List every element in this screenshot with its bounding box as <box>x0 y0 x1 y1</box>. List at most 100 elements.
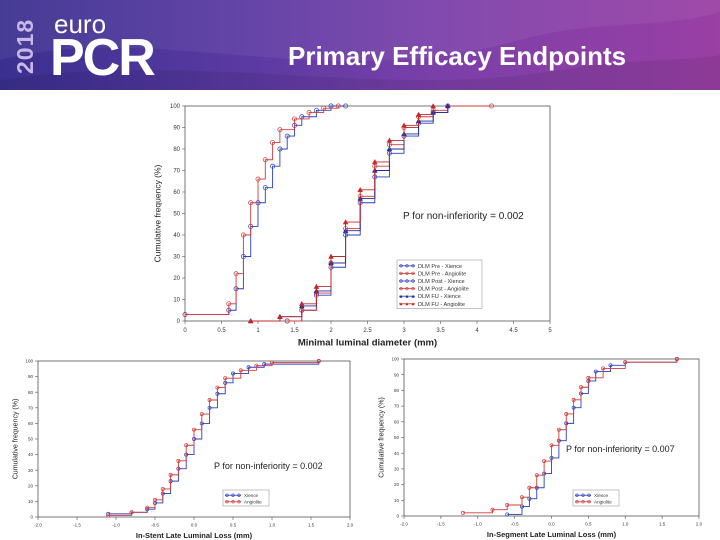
x-tick-label: 1.0 <box>622 522 629 527</box>
data-point <box>270 140 276 146</box>
x-tick-label: -1.0 <box>112 523 120 528</box>
x-tick-label: 0.0 <box>191 523 198 528</box>
data-point <box>586 375 591 380</box>
legend-item: DLM Post - Xience <box>399 279 465 285</box>
x-tick-label: -1.5 <box>73 523 81 528</box>
data-point <box>223 376 228 381</box>
x-tick-label: 4.5 <box>509 328 518 334</box>
series-line <box>185 105 346 315</box>
y-tick-label: 10 <box>394 498 400 503</box>
legend-marker <box>411 279 415 283</box>
data-point <box>246 365 251 370</box>
y-tick-label: 70 <box>28 405 34 410</box>
x-tick-label: 0 <box>183 328 187 334</box>
y-axis-label: Cumulative frequency (%) <box>152 164 162 262</box>
data-point <box>564 412 569 416</box>
legend-item: Angiolite <box>575 499 612 504</box>
y-tick-label: 30 <box>173 255 180 261</box>
y-tick-label: 20 <box>394 482 400 487</box>
data-point <box>270 163 276 169</box>
y-tick-label: 90 <box>173 126 180 132</box>
chart-svg-top: 0 0.5 1 1.5 2 2.5 3 3.5 4 4.5 50102030405060708090… <box>152 103 552 349</box>
legend-marker <box>405 264 409 268</box>
legend-marker <box>231 493 235 497</box>
series-dlm-pre-xience <box>182 103 349 317</box>
data-point <box>415 111 422 117</box>
x-tick-label: -1.0 <box>474 522 482 527</box>
legend-marker <box>399 264 403 268</box>
y-tick-label: 60 <box>394 419 400 424</box>
legend-marker <box>399 287 403 291</box>
data-point <box>321 105 327 111</box>
legend-marker <box>225 500 229 504</box>
y-tick-label: 40 <box>173 233 180 239</box>
y-tick-label: 100 <box>391 357 399 362</box>
y-tick-label: 80 <box>28 390 34 395</box>
legend-marker <box>587 500 591 504</box>
data-point <box>106 513 111 518</box>
data-point <box>542 459 547 464</box>
data-point <box>277 127 283 133</box>
x-tick-label: 2.0 <box>347 523 354 528</box>
x-tick-label: 2.0 <box>696 522 703 527</box>
legend-label: DLM Post - Xience <box>418 279 465 285</box>
y-tick-label: 30 <box>28 468 34 473</box>
y-tick-label: 20 <box>173 276 180 282</box>
legend-label: DLM FU - Xience <box>418 294 461 300</box>
legend-marker <box>581 500 585 504</box>
legend-marker <box>411 271 415 275</box>
x-tick-label: 1 <box>256 328 260 334</box>
legend-marker <box>575 500 579 504</box>
data-point <box>593 369 598 374</box>
series-line <box>185 106 339 315</box>
data-point <box>231 371 235 376</box>
x-tick-label: 2 <box>329 328 333 334</box>
data-point <box>129 510 134 515</box>
legend-marker <box>231 500 235 504</box>
series-dlm-fu-angiolite <box>247 103 437 324</box>
x-axis-label: In-Stent Late Luminal Loss (mm) <box>136 531 253 540</box>
y-tick-label: 60 <box>28 421 34 426</box>
data-point <box>401 122 407 128</box>
y-tick-label: 10 <box>173 298 180 304</box>
legend-marker <box>575 493 579 497</box>
legend-marker <box>411 302 415 306</box>
legend-label: Angiolite <box>594 499 612 504</box>
data-point <box>623 360 628 365</box>
series-line <box>463 359 678 514</box>
legend-label: Angiolite <box>244 499 262 504</box>
x-tick-label: -0.5 <box>151 523 159 528</box>
y-tick-label: 0 <box>396 514 399 519</box>
data-point <box>277 313 283 319</box>
data-point <box>270 360 274 365</box>
x-tick-label: -0.5 <box>511 522 519 527</box>
y-tick-label: 100 <box>25 359 33 364</box>
data-point <box>240 232 246 238</box>
data-point <box>298 300 305 307</box>
legend-marker <box>405 279 409 283</box>
logo-euro-text: euro <box>54 9 107 39</box>
data-point <box>316 359 321 363</box>
y-axis-label: Cumulative frequency (%) <box>12 399 19 480</box>
data-point <box>571 397 576 402</box>
y-tick-label: 80 <box>394 388 400 393</box>
x-tick-label: 2.5 <box>363 328 372 334</box>
data-point <box>505 512 510 517</box>
legend-marker <box>581 493 585 497</box>
chart-in-segment-late-loss: -2.0 -1.5 -1.0 -0.5 0.0 0.5 1.0 1.5 2.0 0 10 20 30 40… <box>377 352 720 540</box>
data-point <box>284 133 290 139</box>
data-point <box>505 503 510 507</box>
data-point <box>248 200 254 206</box>
data-point <box>461 510 465 515</box>
chart-minimal-luminal-diameter: 0 0.5 1 1.5 2 2.5 3 3.5 4 4.5 5 0 10 20 30 40 50 60 70 80 90… <box>145 100 560 355</box>
legend-marker <box>405 294 409 298</box>
data-point <box>579 385 583 390</box>
p-value-annotation: P for non-inferiority = 0.002 <box>214 461 323 471</box>
data-point <box>160 486 165 491</box>
data-point <box>153 497 157 502</box>
p-value-annotation: P for non-inferiority = 0.007 <box>566 444 675 454</box>
y-tick-label: 40 <box>394 451 400 456</box>
